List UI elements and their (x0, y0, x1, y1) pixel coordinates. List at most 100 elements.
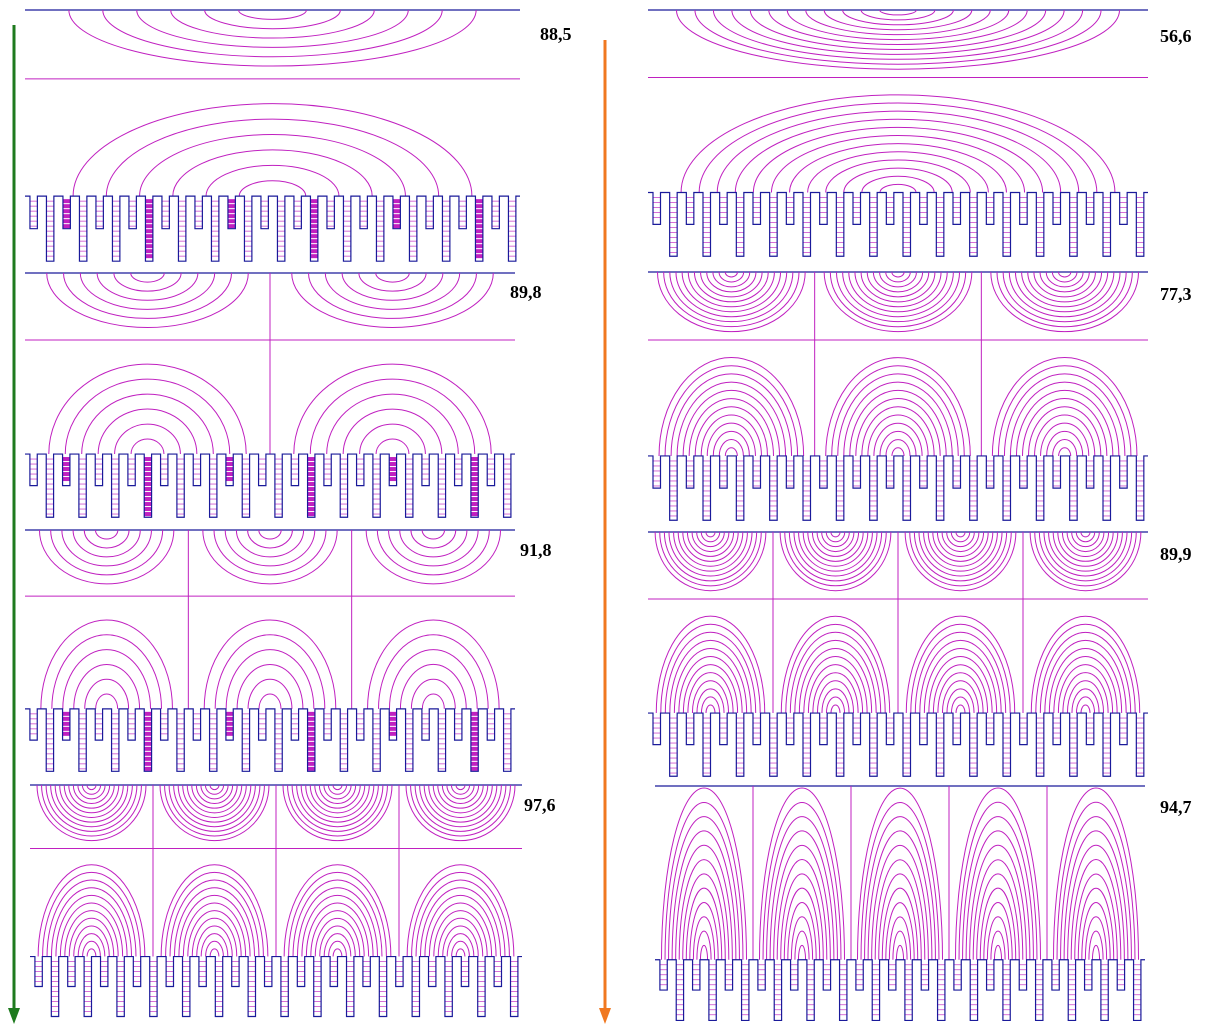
field-line (920, 640, 1001, 713)
field-line (259, 694, 281, 709)
field-line (1072, 689, 1099, 713)
field-line (980, 888, 1015, 960)
field-line (1010, 382, 1118, 456)
field-line (69, 785, 114, 808)
field-line (867, 272, 929, 297)
field-line (78, 934, 105, 957)
field-line (51, 888, 131, 957)
field-line (987, 917, 1008, 960)
field-line (87, 949, 96, 957)
field-line (843, 10, 954, 25)
efficiency-label: 97,6 (524, 795, 556, 815)
field-line (73, 530, 140, 557)
field-line (173, 150, 372, 196)
field-line (732, 10, 1064, 54)
field-line (400, 664, 466, 708)
field-line (51, 530, 163, 575)
field-line (1009, 272, 1120, 317)
field-line (701, 415, 761, 456)
field-line (377, 530, 489, 575)
field-line (171, 10, 375, 38)
field-line (259, 530, 281, 539)
arrow-head (8, 1008, 20, 1024)
field-line (324, 934, 351, 957)
field-line (289, 872, 387, 956)
slot-outline (25, 709, 515, 771)
field-line (713, 431, 749, 456)
field-line (1036, 624, 1135, 713)
field-line (1072, 532, 1100, 547)
field-line (947, 532, 975, 547)
field-line (937, 532, 983, 556)
field-line (889, 917, 910, 960)
field-line (239, 181, 305, 196)
field-line (237, 664, 303, 708)
figure: 88,589,891,897,656,677,389,994,7 (0, 0, 1222, 1029)
field-line (956, 705, 965, 713)
field-line (938, 673, 983, 713)
field-line (664, 272, 799, 327)
field-line (1035, 532, 1137, 586)
field-line (192, 785, 237, 808)
efficiency-label: 56,6 (1160, 26, 1192, 46)
field-line (959, 802, 1037, 959)
field-line (379, 635, 489, 709)
field-line (831, 532, 840, 537)
field-line (239, 10, 307, 19)
field-line (911, 624, 1010, 713)
field-line (324, 785, 351, 799)
field-line (210, 949, 219, 957)
field-line (438, 785, 483, 808)
field-line (166, 872, 264, 956)
field-line (1059, 448, 1071, 456)
field-line (812, 532, 858, 556)
field-line (1046, 272, 1083, 287)
field-line (96, 694, 118, 709)
field-line (456, 785, 465, 790)
field-line (43, 872, 141, 956)
field-line (422, 530, 444, 539)
efficiency-label: 91,8 (520, 540, 552, 560)
field-line (376, 273, 410, 282)
field-line (131, 439, 164, 454)
field-line (697, 532, 725, 547)
field-line (892, 272, 904, 277)
field-line (813, 673, 858, 713)
field-line (791, 917, 812, 960)
efficiency-label: 77,3 (1160, 284, 1192, 304)
field-line (103, 10, 442, 57)
field-line (713, 272, 750, 287)
field-line (422, 694, 444, 709)
field-line (456, 949, 465, 957)
field-line (1059, 272, 1071, 277)
field-line (688, 673, 733, 713)
field-line (832, 366, 965, 456)
field-line (735, 119, 1060, 192)
field-line (831, 705, 840, 713)
field-line (333, 785, 342, 790)
field-line (420, 888, 500, 957)
field-line (201, 934, 228, 957)
field-line (686, 888, 721, 960)
field-line (997, 272, 1132, 327)
field-line (1078, 888, 1113, 959)
field-line (1057, 802, 1135, 959)
field-line (69, 918, 113, 956)
field-line (725, 448, 737, 456)
field-line (1081, 705, 1090, 713)
field-line (1035, 415, 1095, 456)
field-line (695, 10, 1101, 64)
slot-outline (648, 713, 1148, 776)
field-line (1047, 431, 1083, 456)
field-line (447, 934, 474, 957)
field-line (806, 10, 991, 35)
field-line (1092, 945, 1099, 959)
field-line (315, 918, 359, 956)
field-line (412, 872, 510, 956)
field-line (844, 168, 952, 192)
field-line (236, 530, 303, 557)
field-line (868, 415, 928, 456)
field-line (956, 532, 965, 537)
field-line (215, 635, 325, 709)
field-line (447, 785, 474, 799)
